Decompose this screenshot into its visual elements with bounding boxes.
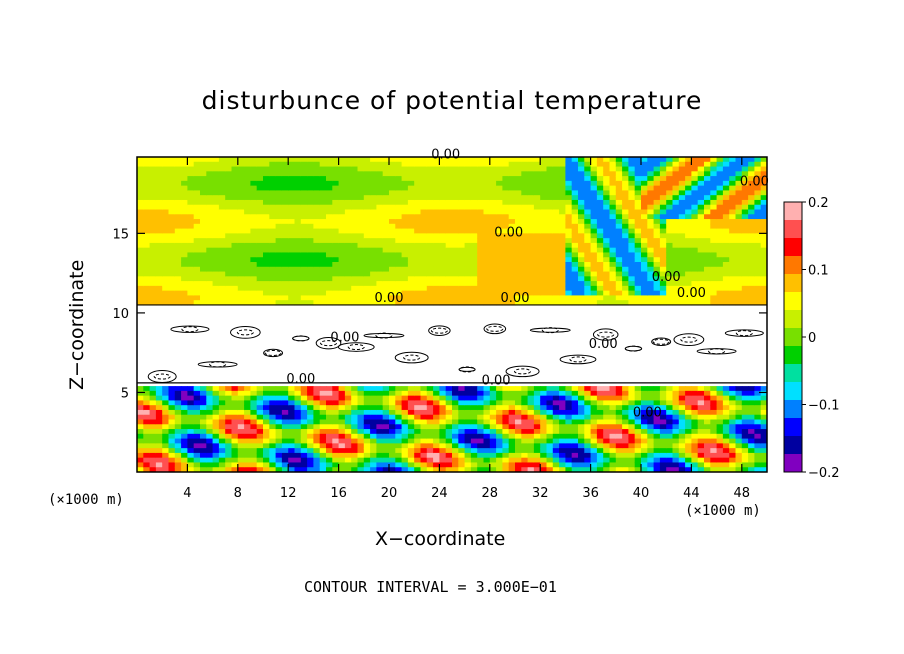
x-tick-label: 24	[431, 486, 448, 501]
x-tick-label: 32	[532, 486, 549, 501]
contour-label: 0.00	[740, 175, 769, 190]
x-tick-label: 28	[482, 486, 499, 501]
colorbar-segment	[784, 382, 802, 401]
x-axis-label: X−coordinate	[375, 528, 506, 550]
z-unit-label: (×1000 m)	[48, 492, 124, 508]
colorbar-segment	[784, 454, 802, 473]
contour-label: 0.00	[633, 405, 662, 420]
plot-frame	[136, 156, 768, 473]
colorbar-tick-label: 0	[808, 331, 816, 346]
colorbar-tick-label: 0.2	[808, 196, 829, 211]
colorbar-segment	[784, 328, 802, 347]
colorbar-segment	[784, 238, 802, 257]
contour-label: 0.00	[431, 148, 460, 163]
y-tick-label: 5	[121, 386, 129, 401]
colorbar-segment	[784, 418, 802, 437]
contour-labels: 0.000.000.000.000.000.00 0.000.000.000.00…	[286, 148, 769, 421]
colorbar: 0.2 0.1 0 −0.1 −0.2	[783, 196, 840, 481]
contour-label: 0.00	[677, 286, 706, 301]
contour-label: 0.00	[330, 331, 359, 346]
colorbar-segment	[784, 256, 802, 275]
y-axis: 5 10 15	[112, 227, 767, 401]
x-tick-label: 16	[330, 486, 347, 501]
colorbar-segment	[784, 364, 802, 383]
colorbar-segment	[784, 202, 802, 221]
x-tick-label: 8	[234, 486, 242, 501]
colorbar-tick-label: −0.2	[808, 466, 840, 481]
chart-title: disturbunce of potential temperature	[201, 86, 703, 115]
colorbar-tick-label: 0.1	[808, 264, 829, 279]
contour-label: 0.00	[375, 291, 404, 306]
y-tick-label: 10	[112, 307, 129, 322]
contour-label: 0.00	[494, 226, 523, 241]
contour-label: 0.00	[286, 372, 315, 387]
y-tick-label: 15	[112, 227, 129, 242]
x-tick-label: 4	[183, 486, 191, 501]
colorbar-segment	[784, 400, 802, 419]
x-tick-label: 44	[683, 486, 700, 501]
colorbar-segment	[784, 436, 802, 455]
x-tick-label: 12	[280, 486, 297, 501]
x-tick-label: 40	[633, 486, 650, 501]
colorbar-tick-label: −0.1	[808, 399, 840, 414]
x-tick-label: 36	[582, 486, 599, 501]
colorbar-segment	[784, 220, 802, 239]
colorbar-segment	[784, 274, 802, 293]
colorbar-segment	[784, 346, 802, 365]
x-tick-label: 20	[381, 486, 398, 501]
colorbar-segment	[784, 292, 802, 311]
contour-interval-note: CONTOUR INTERVAL = 3.000E−01	[304, 578, 557, 596]
colorbar-segment	[784, 310, 802, 329]
x-tick-label: 48	[734, 486, 751, 501]
contour-label: 0.00	[589, 337, 618, 352]
contour-label: 0.00	[482, 374, 511, 389]
x-unit-label: (×1000 m)	[685, 503, 761, 519]
field-layer	[137, 157, 767, 472]
x-axis: 4 8 12 16 20 24 28 32 36 40 44 48	[183, 157, 750, 501]
contour-label: 0.00	[652, 270, 681, 285]
contour-layer	[137, 304, 767, 384]
y-axis-label: Z−coordinate	[66, 259, 88, 390]
contour-label: 0.00	[501, 291, 530, 306]
